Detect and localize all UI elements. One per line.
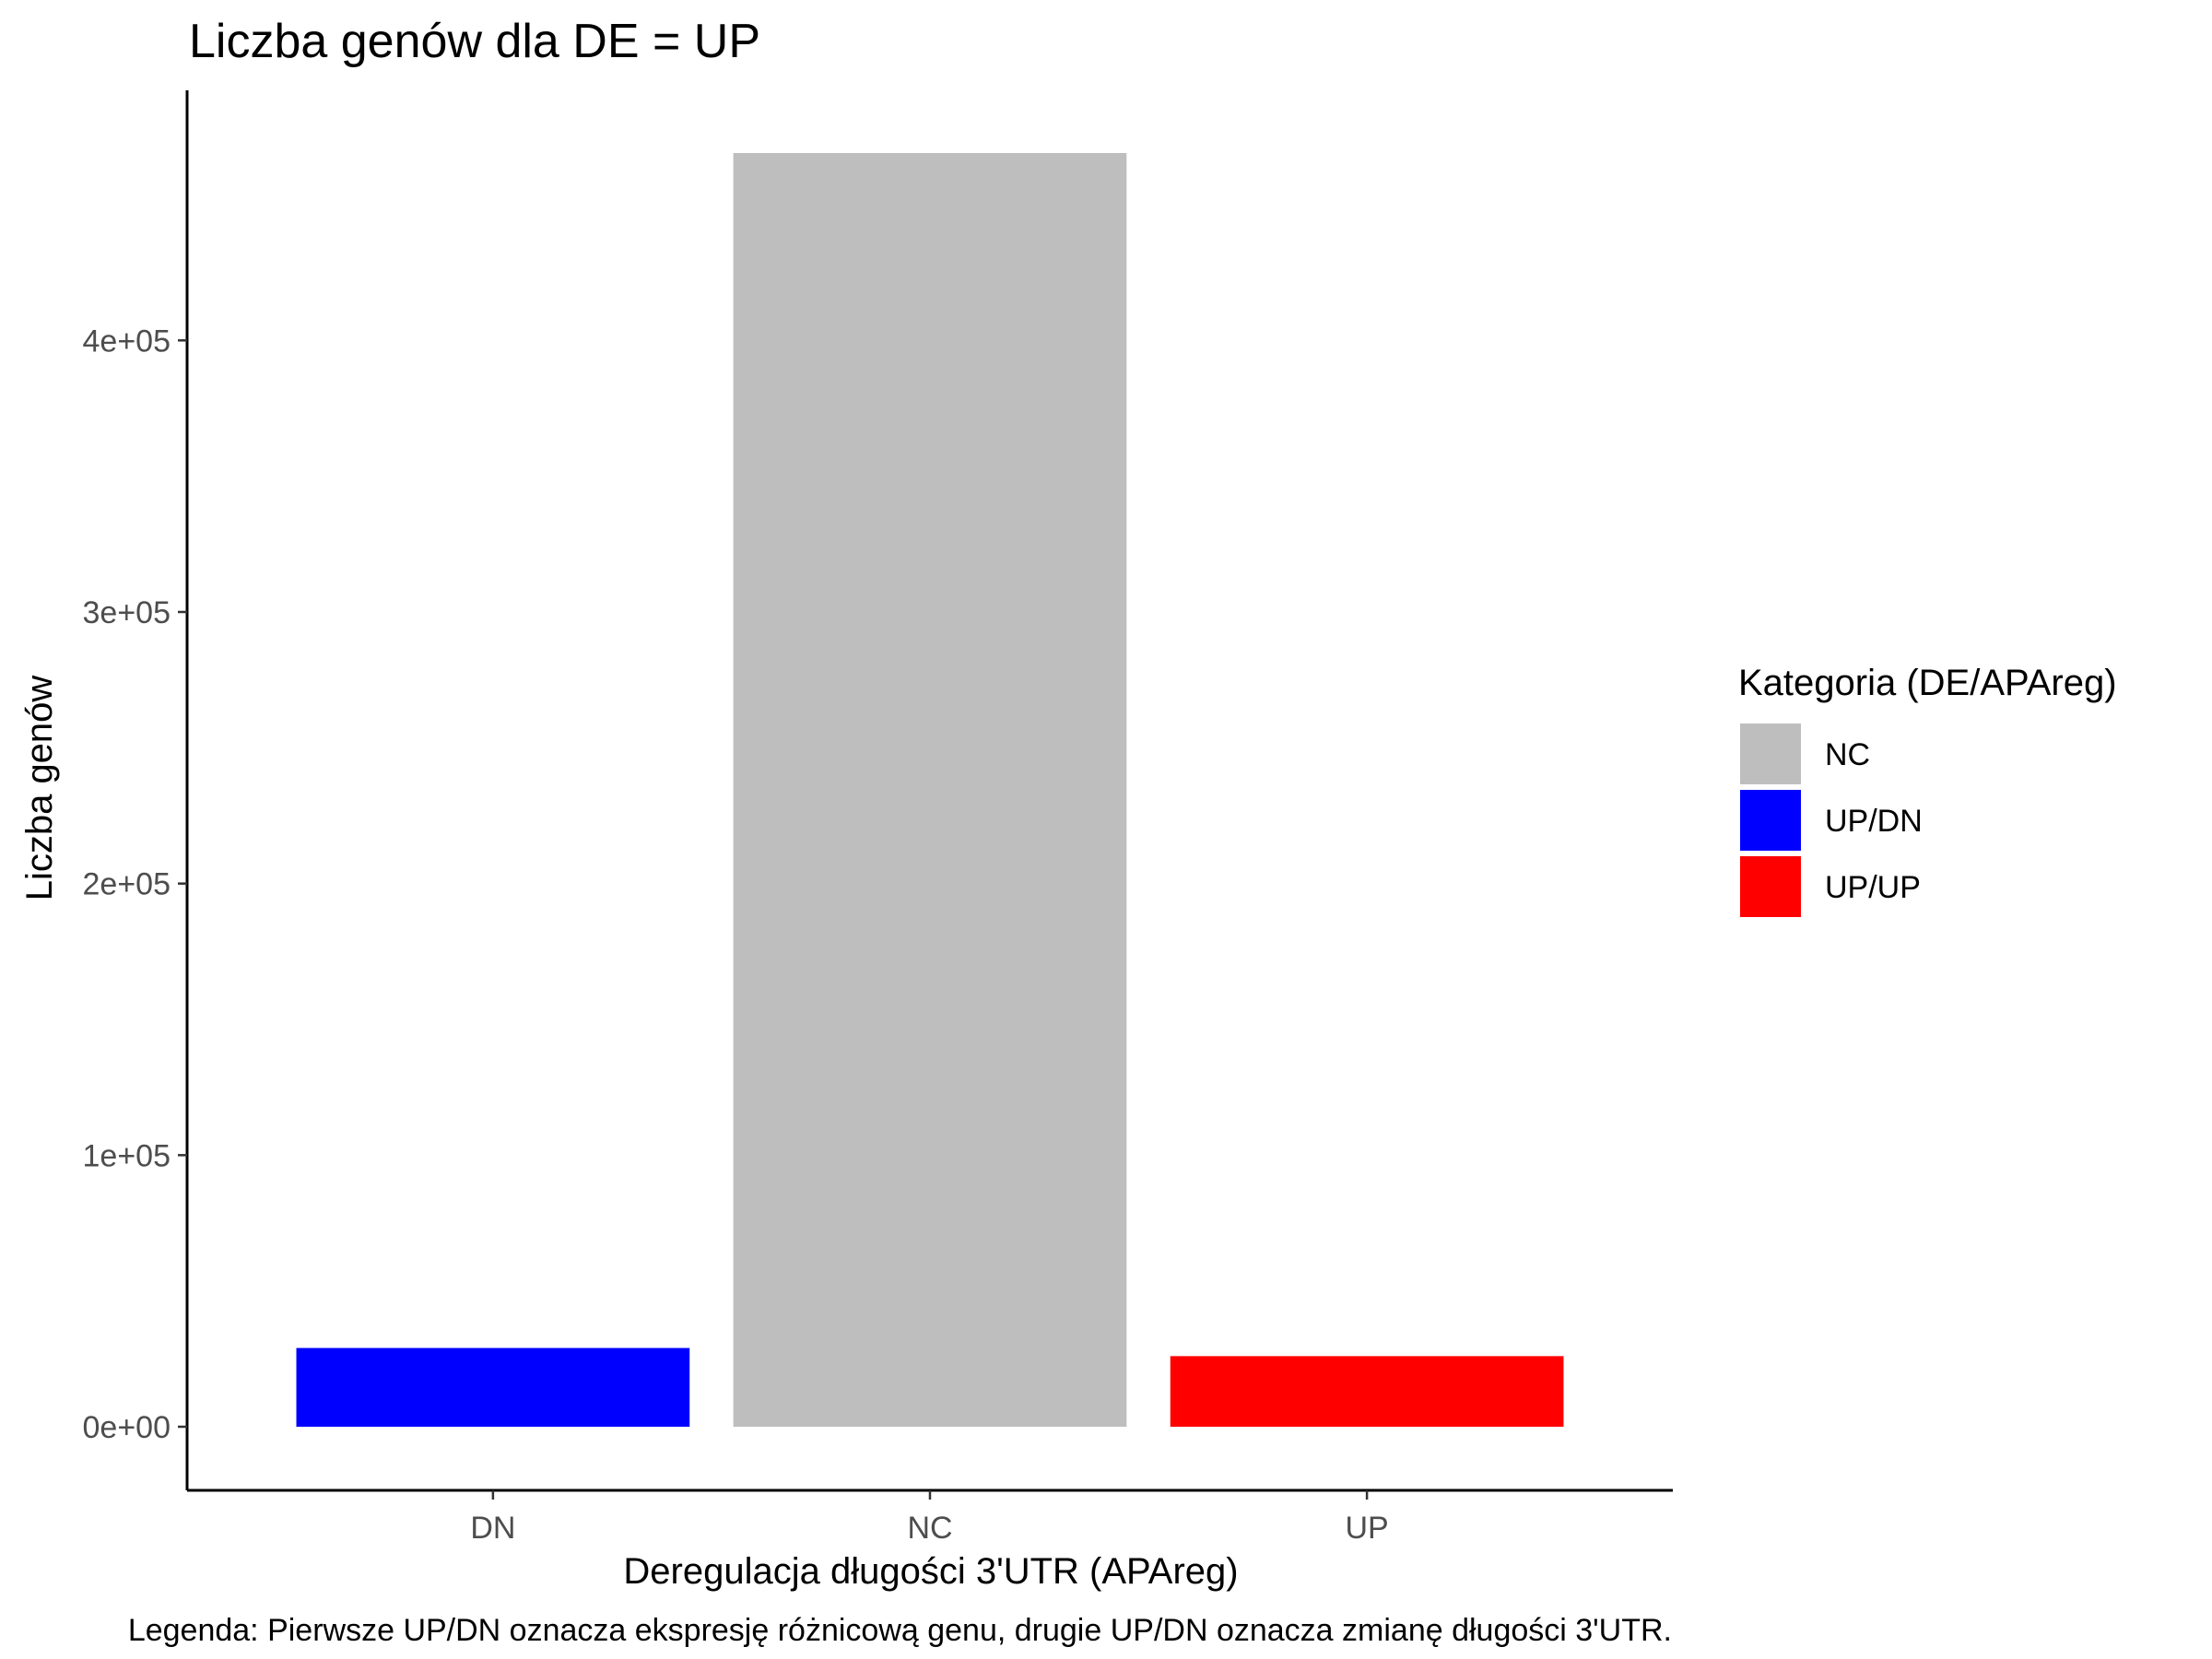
y-tick-label: 1e+05 — [83, 1138, 171, 1173]
y-axis-title: Liczba genów — [19, 676, 60, 901]
legend-title: Kategoria (DE/APAreg) — [1738, 663, 2117, 703]
x-tick-label: UP — [1346, 1511, 1389, 1546]
legend-key — [1740, 724, 1801, 784]
y-tick-label: 2e+05 — [83, 867, 171, 902]
legend-label: NC — [1825, 737, 1870, 772]
y-tick-label: 4e+05 — [83, 324, 171, 359]
bar-nc — [733, 153, 1127, 1427]
legend-key — [1740, 790, 1801, 851]
chart-title: Liczba genów dla DE = UP — [189, 15, 760, 68]
legend-label: UP/DN — [1825, 804, 1923, 839]
legend-key — [1740, 856, 1801, 917]
bar-up — [1170, 1356, 1564, 1427]
legend: Kategoria (DE/APAreg) NC UP/DN UP/UP — [1738, 663, 2117, 917]
caption: Legenda: Pierwsze UP/DN oznacza ekspresj… — [128, 1613, 1672, 1648]
x-axis: DN NC UP — [187, 1488, 1673, 1546]
x-tick-label: NC — [907, 1511, 952, 1546]
bar-dn — [296, 1347, 690, 1427]
x-tick-label: DN — [470, 1511, 515, 1546]
y-axis: 0e+00 1e+05 2e+05 3e+05 4e+05 — [83, 90, 189, 1490]
x-axis-title: Deregulacja długości 3'UTR (APAreg) — [623, 1551, 1238, 1592]
legend-label: UP/UP — [1825, 870, 1921, 905]
y-tick-label: 3e+05 — [83, 595, 171, 630]
y-tick-label: 0e+00 — [83, 1410, 171, 1445]
bars — [296, 153, 1564, 1427]
